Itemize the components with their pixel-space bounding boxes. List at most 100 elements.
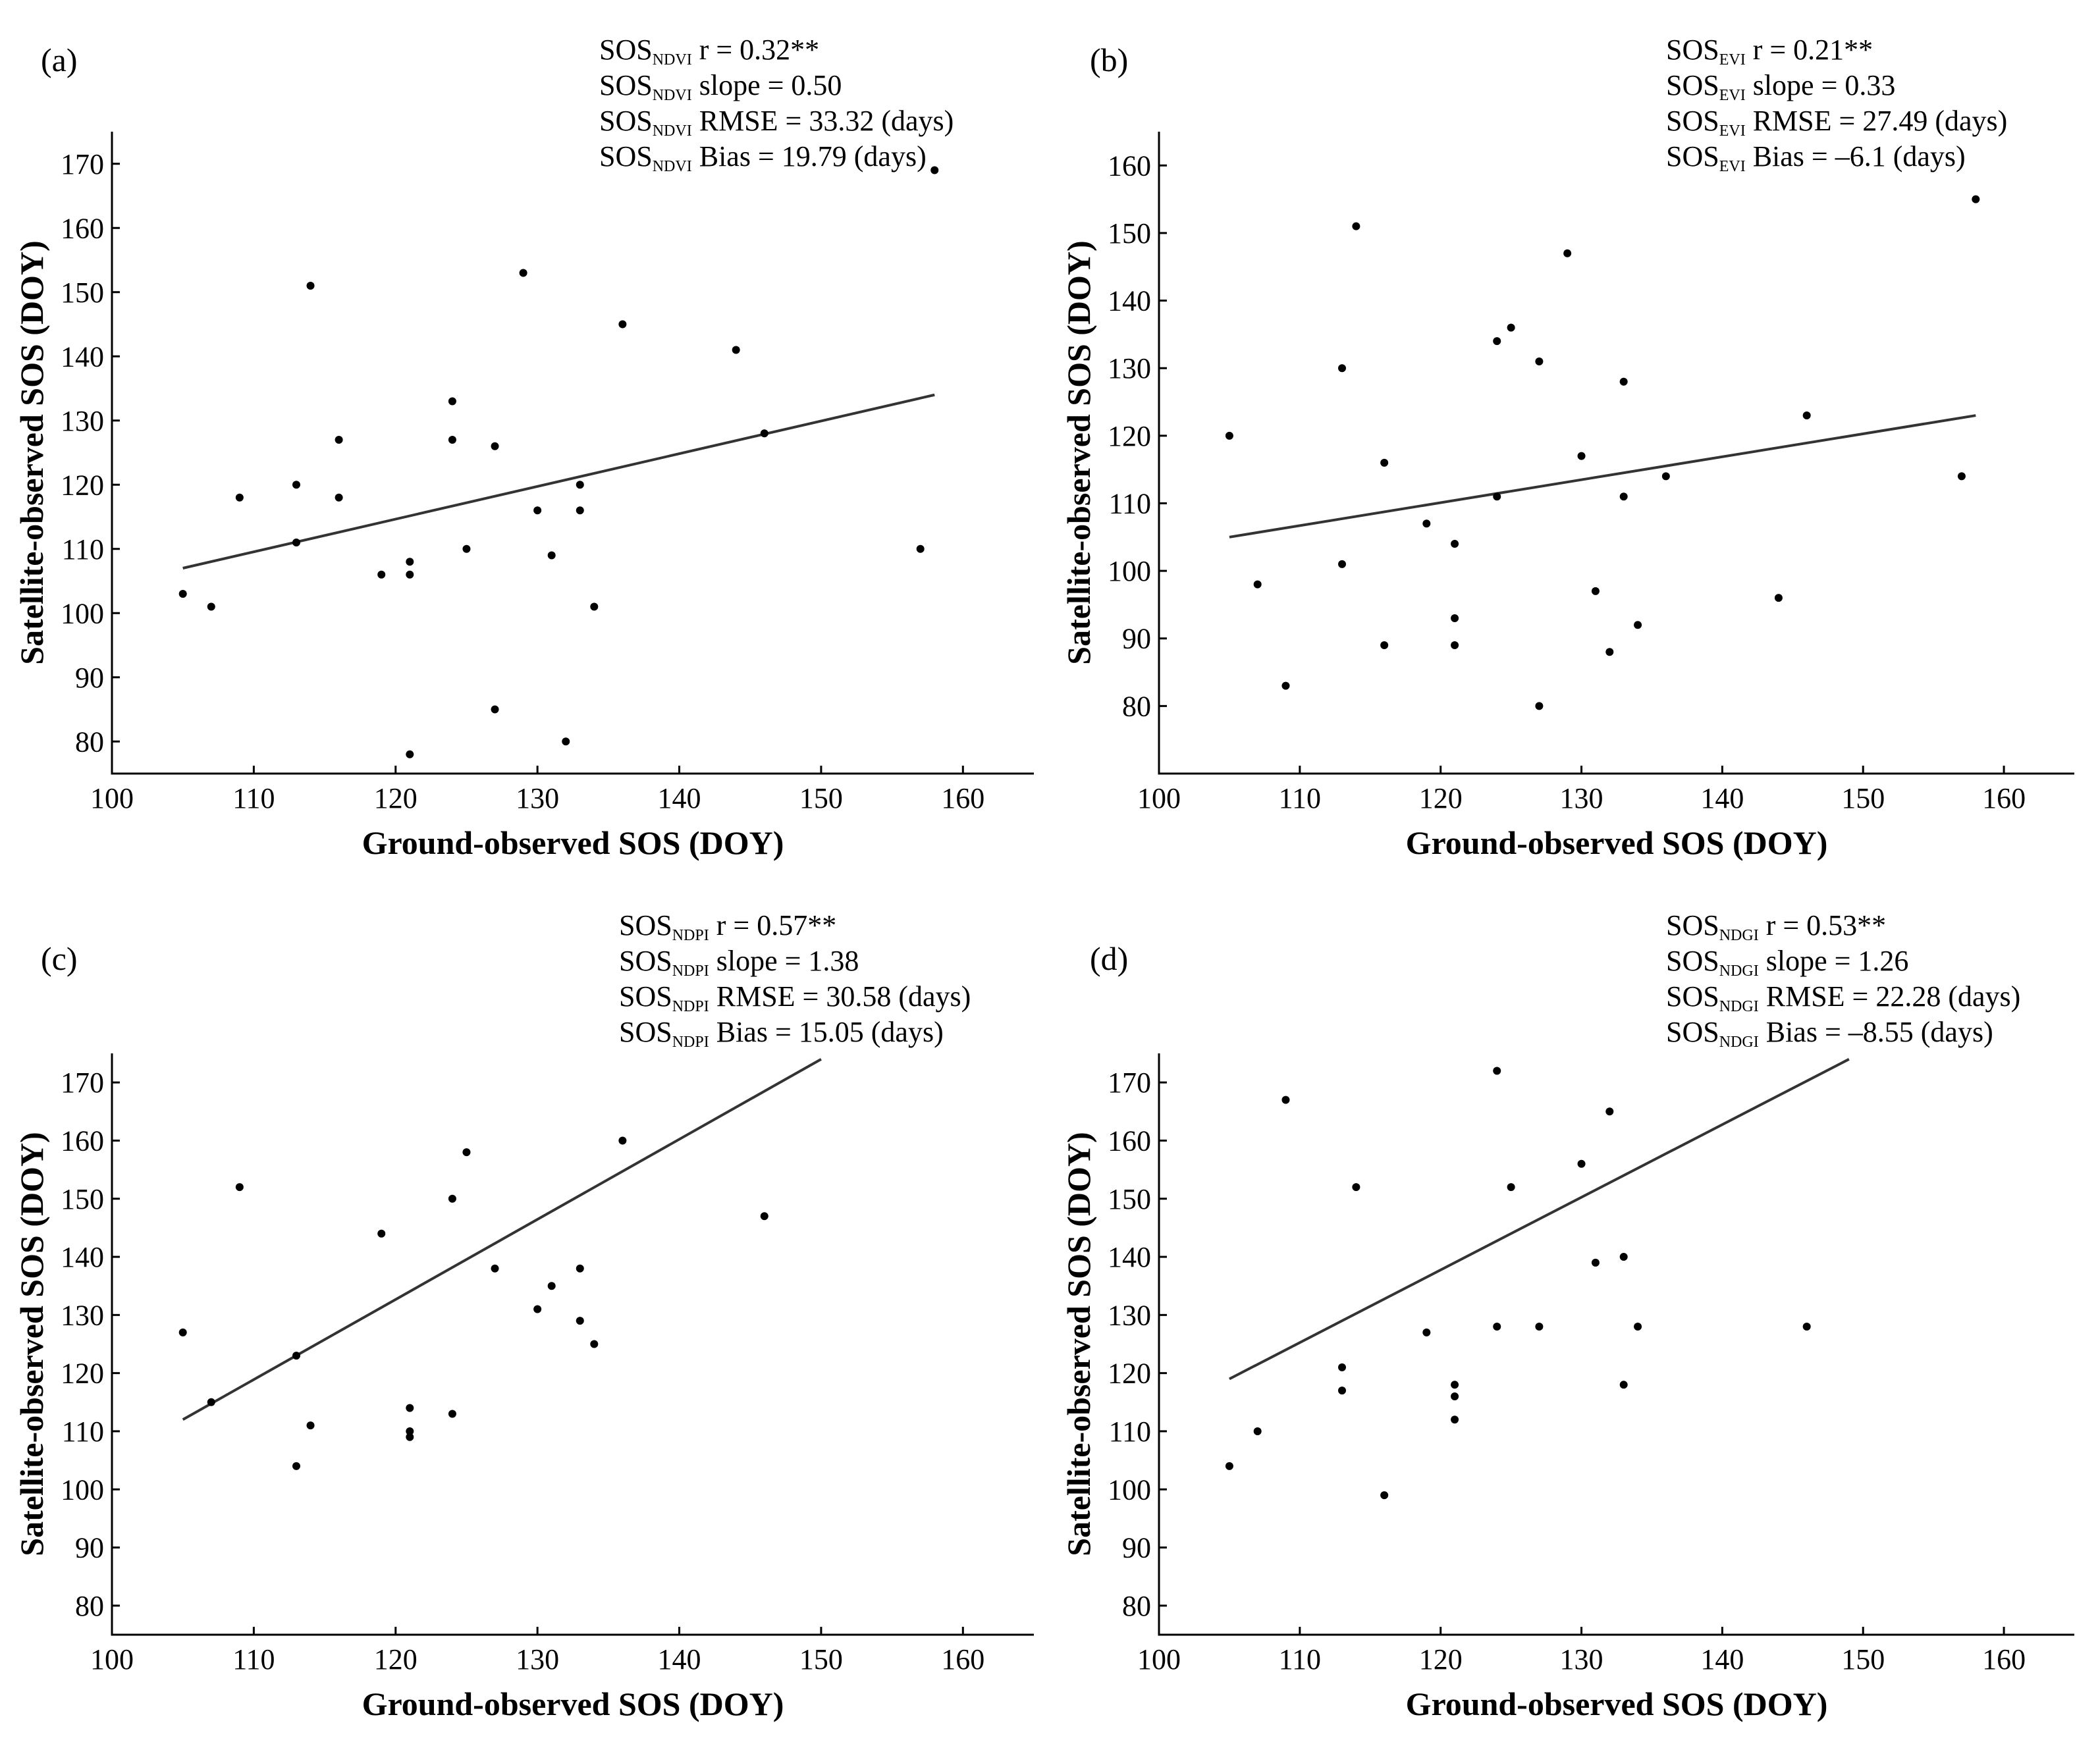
y-tick-label: 150 [61, 1183, 104, 1215]
y-tick-label: 130 [61, 1299, 104, 1331]
data-point [1605, 1107, 1614, 1116]
data-point [1338, 1363, 1346, 1371]
data-point [1422, 1328, 1431, 1336]
y-axis-title: Satellite-observed SOS (DOY) [13, 1132, 50, 1556]
data-point [1451, 540, 1459, 548]
y-tick-label: 160 [1108, 1124, 1151, 1157]
data-point [1634, 621, 1642, 629]
data-point [1535, 702, 1544, 710]
y-tick-label: 150 [1108, 217, 1151, 250]
data-point [1661, 472, 1670, 481]
y-tick-label: 160 [61, 212, 104, 244]
data-point [1619, 1381, 1628, 1389]
data-point [1281, 681, 1290, 690]
data-point [1563, 249, 1572, 257]
panel-label: (b) [1090, 41, 1128, 78]
data-point [533, 1305, 542, 1313]
data-point [533, 506, 542, 515]
data-point [1451, 1415, 1459, 1424]
stat-line: SOSEVI RMSE = 27.49 (days) [1666, 105, 2007, 140]
y-tick-label: 80 [75, 726, 104, 758]
x-tick-label: 160 [1982, 1643, 2026, 1676]
data-point [576, 1264, 584, 1273]
panel-d: 100 110 120 130 140 150 160 80 90 100 110 120 130 140… [1060, 909, 2074, 1722]
data-point [462, 1148, 471, 1157]
data-point [1634, 1323, 1642, 1331]
stat-line: SOSNDPI Bias = 15.05 (days) [619, 1016, 944, 1051]
data-point [1253, 580, 1262, 589]
y-tick-label: 170 [61, 148, 104, 180]
x-axis-title: Ground-observed SOS (DOY) [362, 1685, 784, 1722]
y-tick-label: 120 [61, 469, 104, 501]
x-tick-label: 150 [799, 782, 843, 814]
data-point [406, 750, 414, 758]
y-tick-label: 120 [61, 1358, 104, 1390]
data-point [406, 558, 414, 566]
y-tick-label: 120 [1108, 420, 1151, 452]
regression-line [182, 1058, 822, 1421]
data-point [1577, 452, 1586, 460]
x-tick-label: 100 [90, 1643, 134, 1676]
data-point [491, 442, 499, 450]
data-point [292, 1352, 300, 1360]
data-point [760, 429, 768, 438]
data-point [1281, 1096, 1290, 1104]
x-tick-label: 140 [658, 782, 701, 814]
stat-line: SOSNDVI slope = 0.50 [599, 69, 842, 104]
data-point [916, 544, 925, 553]
stat-line: SOSNDGI Bias = –8.55 (days) [1666, 1016, 1993, 1051]
data-point [1225, 431, 1233, 440]
data-point [1535, 357, 1544, 365]
data-point [462, 544, 471, 553]
x-tick-label: 120 [374, 1643, 417, 1676]
data-point [1451, 641, 1459, 649]
data-point [1591, 587, 1600, 595]
x-tick-label: 160 [1982, 782, 2026, 814]
stat-line: SOSNDPI slope = 1.38 [619, 945, 859, 980]
y-tick-label: 80 [1122, 1590, 1151, 1622]
y-tick-label: 80 [75, 1590, 104, 1622]
y-tick-label: 90 [1122, 1532, 1151, 1564]
data-point [1577, 1159, 1586, 1168]
data-point [1619, 492, 1628, 501]
data-point [306, 1421, 315, 1430]
y-tick-label: 90 [75, 1532, 104, 1564]
data-point [1493, 1067, 1501, 1075]
data-point [618, 320, 627, 329]
x-tick-label: 110 [1279, 1643, 1321, 1676]
y-tick-label: 100 [1108, 1473, 1151, 1506]
data-point [292, 1462, 300, 1470]
data-point [590, 1340, 599, 1348]
data-point [335, 493, 343, 502]
axes [111, 1053, 1034, 1636]
data-point [930, 166, 939, 174]
data-point [1493, 492, 1501, 501]
panel-label: (d) [1090, 940, 1128, 977]
stat-line: SOSEVI r = 0.21** [1666, 34, 1873, 68]
data-point [618, 1136, 627, 1145]
data-point [448, 1194, 456, 1203]
data-point [1225, 1462, 1233, 1470]
stat-line: SOSEVI Bias = –6.1 (days) [1666, 140, 1966, 175]
x-tick-label: 130 [1560, 1643, 1603, 1676]
y-tick-label: 140 [1108, 285, 1151, 317]
data-point [178, 1328, 187, 1336]
data-point [1605, 648, 1614, 656]
data-point [519, 269, 527, 277]
x-axis-title: Ground-observed SOS (DOY) [1406, 824, 1828, 861]
x-tick-label: 150 [1841, 1643, 1885, 1676]
data-point [590, 602, 599, 611]
data-point [1619, 377, 1628, 386]
panel-c: 100 110 120 130 140 150 160 80 90 100 110 120 130 140… [13, 909, 1034, 1722]
data-point [235, 493, 244, 502]
panel-b: 100 110 120 130 140 150 160 80 90 100 110 120 130 140… [1060, 34, 2074, 861]
x-axis-title: Ground-observed SOS (DOY) [1406, 1685, 1828, 1722]
data-point [760, 1212, 768, 1221]
data-point [1535, 1323, 1544, 1331]
data-point [306, 282, 315, 290]
x-tick-label: 100 [1137, 1643, 1181, 1676]
data-point [448, 436, 456, 444]
panel-label: (a) [41, 41, 78, 78]
panel-label: (c) [41, 940, 78, 977]
